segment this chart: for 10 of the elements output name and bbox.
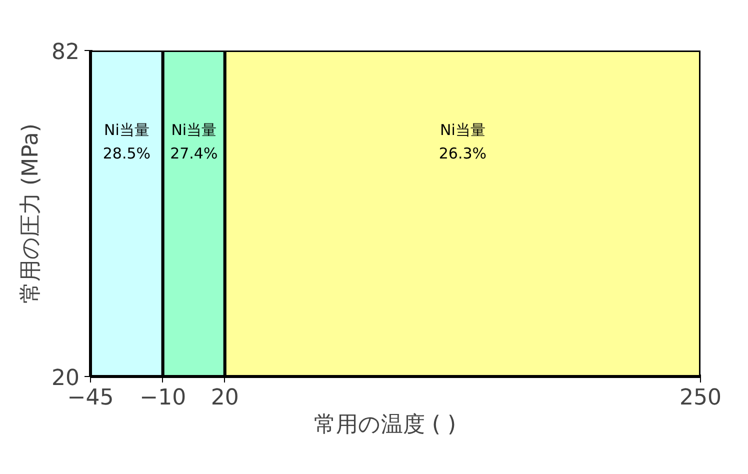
band-label: Ni当量 26.3% (438, 121, 487, 162)
band-label: Ni当量 28.5% (102, 121, 151, 162)
band-label: Ni当量 27.4% (170, 121, 218, 162)
x-tick-label: −10 (140, 386, 186, 410)
x-tick-label: 20 (210, 386, 239, 410)
x-axis-title: 常用の温度 ( ) (314, 412, 456, 438)
x-tick-label: 250 (680, 386, 722, 410)
x-tick-label: −45 (67, 386, 114, 410)
y-axis-title: 常用の圧力 (MPa) (18, 124, 44, 304)
y-tick-label: 82 (52, 40, 80, 65)
